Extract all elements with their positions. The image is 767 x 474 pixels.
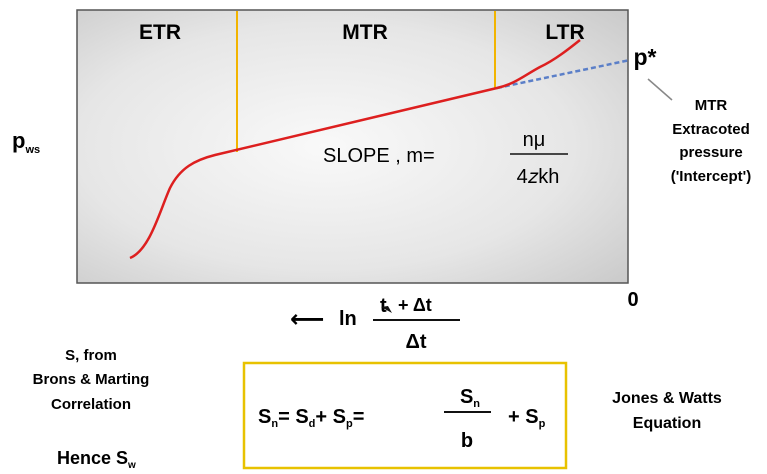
slope-label: SLOPE , m= [323,145,435,167]
equation-right: + Sp [508,406,546,430]
x-axis-origin: 0 [627,289,638,311]
left-note-line-3: Correlation [51,396,131,413]
annotation-line-3: pressure [679,144,742,161]
annotation-line-2: Extracoted [672,121,750,138]
equation-fraction-denominator: b [461,430,473,452]
x-axis-arrow: ⟵ [290,306,324,333]
x-axis-numerator-t: t [380,295,387,317]
annotation-line-4: ('Intercept') [671,168,751,185]
equation-box [242,361,568,470]
right-note-line-2: Equation [633,415,701,432]
extrapolation-line [496,58,631,90]
annotation-line-1: MTR [695,97,728,114]
slope-denominator: 4𝑧kh [517,166,560,188]
right-note-line-1: Jones & Watts [612,390,722,407]
hence-sw: Hence Sw [57,448,136,471]
x-axis-numerator-rest: + Δt [398,295,432,315]
pressure-curve [129,39,581,260]
x-axis-denominator: Δt [405,331,426,353]
equation-left: Sn= Sd+ Sp= [258,406,364,430]
left-note-line-1: S, from [65,347,117,364]
equation-fraction-numerator: Sn [460,386,480,410]
slope-numerator: nμ [523,129,546,151]
p-subscript-arrow-icon [381,306,392,313]
left-note-line-2: Brons & Marting [33,371,150,388]
p-star-label: p* [634,44,657,70]
region-label-mtr: MTR [342,21,388,44]
y-axis-label: pws [12,128,40,156]
region-label-ltr: LTR [545,21,584,44]
plot-area [76,9,629,284]
x-axis-ln: ln [339,308,357,330]
annotation-leader [647,78,673,101]
region-label-etr: ETR [139,21,181,44]
